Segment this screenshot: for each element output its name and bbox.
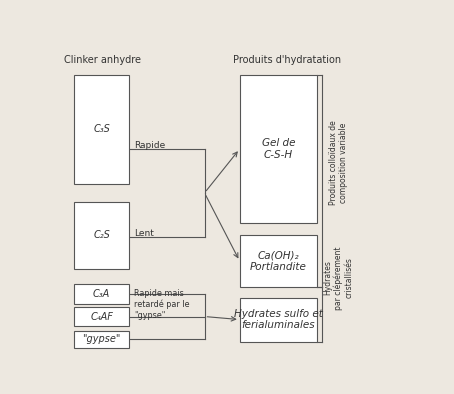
Bar (74, 331, 129, 348)
Text: Rapide: Rapide (134, 141, 165, 151)
Text: Clinker anhydre: Clinker anhydre (64, 55, 141, 65)
Bar (240, 297, 317, 342)
Bar (74, 74, 129, 184)
Text: C₃S: C₃S (93, 124, 110, 134)
Text: Hydrates
par clépérement
cristallisés: Hydrates par clépérement cristallisés (323, 246, 353, 310)
Text: "gypse": "gypse" (83, 334, 121, 344)
Bar (240, 235, 317, 287)
Bar (74, 284, 129, 304)
Bar (74, 307, 129, 326)
Text: Hydrates sulfo et
ferialuminales: Hydrates sulfo et ferialuminales (234, 309, 323, 330)
Bar (74, 202, 129, 269)
Text: C₂S: C₂S (93, 230, 110, 240)
Text: Produits colloïdaux de
composition variable: Produits colloïdaux de composition varia… (329, 120, 348, 205)
Text: C₄AF: C₄AF (90, 312, 113, 322)
Text: Rapide mais
retardé par le
"gypse": Rapide mais retardé par le "gypse" (134, 289, 190, 320)
Text: C₃A: C₃A (93, 289, 110, 299)
Text: Produits d'hydratation: Produits d'hydratation (233, 55, 341, 65)
Bar (240, 74, 317, 223)
Text: Ca(OH)₂
Portlandite: Ca(OH)₂ Portlandite (250, 250, 307, 272)
Text: Lent: Lent (134, 229, 154, 238)
Text: Gel de
C-S-H: Gel de C-S-H (262, 138, 295, 160)
